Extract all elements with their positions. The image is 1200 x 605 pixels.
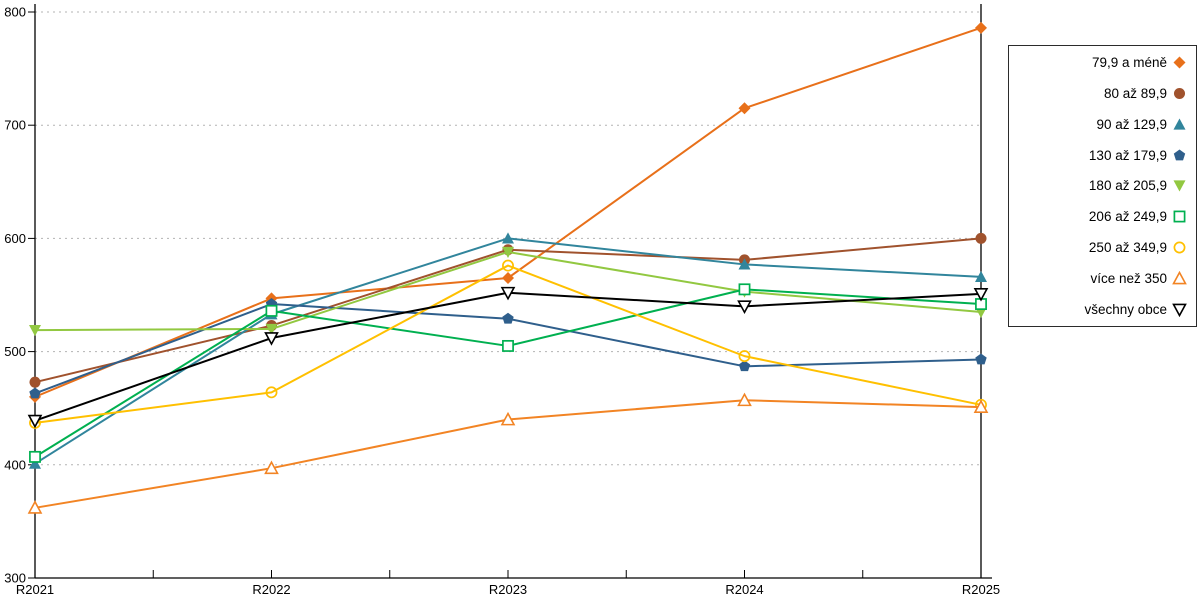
- series-6: [29, 283, 987, 463]
- pentagon-filled-marker: [29, 387, 41, 399]
- circle-filled-marker: [1173, 88, 1186, 100]
- triangle-up-filled-marker: [738, 258, 751, 270]
- pentagon-filled-marker: [1173, 149, 1186, 161]
- triangle-up-hollow-marker: [1172, 270, 1187, 285]
- legend-label: 206 až 249,9: [1088, 209, 1167, 225]
- legend-item: 130 až 179,9: [1009, 141, 1196, 169]
- legend-label: 90 až 129,9: [1096, 116, 1167, 132]
- legend-item: 250 až 349,9: [1009, 234, 1196, 262]
- y-tick-label: 700: [4, 118, 26, 133]
- circle-hollow-marker: [738, 350, 751, 363]
- y-tick-label: 600: [4, 231, 26, 246]
- legend-item: více než 350: [1009, 264, 1196, 292]
- triangle-down-filled-marker: [29, 324, 41, 337]
- triangle-down-filled-marker: [502, 246, 514, 258]
- triangle-up-hollow-marker: [500, 411, 516, 426]
- circle-filled-marker: [29, 376, 41, 388]
- legend-item: 180 až 205,9: [1009, 172, 1196, 200]
- legend-marker-icon: [1172, 270, 1187, 285]
- triangle-up-hollow-marker: [973, 399, 989, 413]
- legend-marker-icon: [1173, 56, 1186, 69]
- legend-item: 79,9 a méně: [1009, 49, 1196, 77]
- pentagon-filled-marker: [502, 312, 514, 324]
- triangle-down-filled-marker: [265, 323, 278, 335]
- legend-marker-icon: [1173, 241, 1186, 254]
- triangle-down-hollow-marker: [500, 286, 516, 301]
- legend-item: 90 až 129,9: [1009, 110, 1196, 138]
- triangle-up-filled-marker: [975, 270, 987, 282]
- x-tick-label: R2021: [16, 582, 54, 597]
- square-hollow-marker: [1173, 210, 1186, 223]
- legend-marker-icon: [1172, 303, 1187, 317]
- circle-hollow-marker: [1173, 241, 1186, 254]
- triangle-up-filled-marker: [502, 232, 514, 244]
- legend-item: 80 až 89,9: [1009, 80, 1196, 108]
- chart-legend: 79,9 a méně 80 až 89,9 90 až 129,9 130 až 1…: [1008, 45, 1197, 327]
- series-4: [29, 298, 987, 399]
- diamond-filled-marker: [502, 272, 514, 285]
- legend-label: 180 až 205,9: [1088, 178, 1167, 194]
- legend-marker-icon: [1173, 149, 1186, 161]
- pentagon-filled-marker: [738, 360, 751, 372]
- pentagon-filled-marker: [975, 353, 987, 365]
- y-tick-label: 500: [4, 344, 26, 359]
- series-line: [34, 291, 982, 422]
- legend-item: 206 až 249,9: [1009, 203, 1196, 231]
- legend-label: více než 350: [1090, 270, 1167, 286]
- diamond-filled-marker: [738, 102, 751, 115]
- square-hollow-marker: [502, 339, 514, 352]
- square-hollow-marker: [29, 450, 41, 463]
- y-tick-label: 400: [4, 457, 26, 472]
- y-tick-label: 800: [4, 5, 26, 20]
- legend-label: 250 až 349,9: [1088, 240, 1167, 256]
- triangle-down-hollow-marker: [737, 300, 752, 315]
- triangle-up-filled-marker: [1173, 118, 1186, 130]
- triangle-down-hollow-marker: [27, 414, 43, 429]
- diamond-filled-marker: [975, 21, 987, 34]
- legend-label: všechny obce: [1084, 301, 1167, 317]
- circle-hollow-marker: [502, 259, 514, 272]
- y-tick-label: 300: [4, 571, 26, 586]
- triangle-down-filled-marker: [1173, 180, 1186, 192]
- legend-marker-icon: [1173, 180, 1186, 192]
- triangle-down-hollow-marker: [1172, 303, 1187, 317]
- x-tick-label: R2025: [962, 582, 1000, 597]
- square-hollow-marker: [265, 304, 278, 317]
- triangle-up-hollow-marker: [737, 392, 752, 407]
- triangle-down-hollow-marker: [264, 332, 279, 346]
- legend-item: všechny obce: [1009, 295, 1196, 323]
- triangle-up-hollow-marker: [27, 500, 43, 514]
- legend-marker-icon: [1173, 210, 1186, 223]
- legend-label: 79,9 a méně: [1091, 55, 1167, 71]
- series-8: [27, 392, 989, 514]
- legend-marker-icon: [1173, 88, 1186, 100]
- triangle-down-hollow-marker: [973, 287, 989, 302]
- series-9: [27, 286, 989, 429]
- x-tick-label: R2022: [252, 582, 290, 597]
- legend-marker-icon: [1173, 118, 1186, 130]
- series-line: [34, 264, 982, 424]
- circle-hollow-marker: [265, 386, 278, 399]
- diamond-filled-marker: [1173, 56, 1186, 69]
- triangle-up-filled-marker: [29, 457, 41, 469]
- legend-label: 130 až 179,9: [1088, 147, 1167, 163]
- triangle-up-hollow-marker: [264, 460, 279, 475]
- x-tick-label: R2023: [489, 582, 527, 597]
- square-hollow-marker: [738, 283, 751, 296]
- circle-filled-marker: [975, 232, 987, 244]
- legend-label: 80 až 89,9: [1103, 86, 1167, 102]
- x-tick-label: R2024: [725, 582, 763, 597]
